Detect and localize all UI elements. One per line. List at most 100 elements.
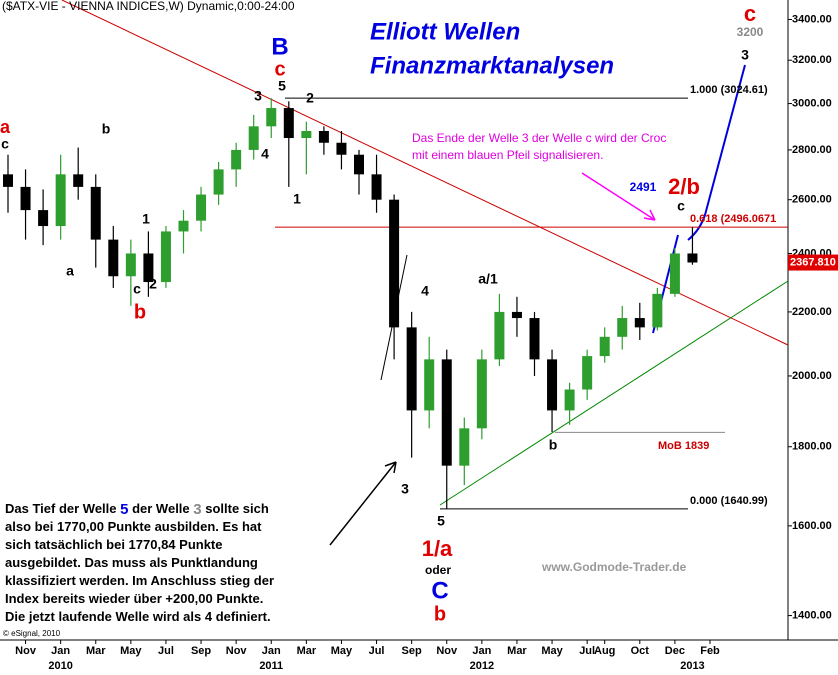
wave-label: c	[744, 1, 756, 26]
candle-body	[371, 174, 382, 200]
wave-label: B	[271, 33, 288, 60]
x-tick-label: Jul	[369, 645, 385, 657]
y-tick-label: 2200.00	[792, 306, 832, 318]
candle-body	[652, 293, 663, 328]
candle-body	[38, 210, 49, 227]
x-tick-label: Sep	[402, 645, 422, 657]
level-label: 1.000 (3024.61)	[690, 84, 768, 96]
note-text: 3	[193, 501, 201, 518]
candle-body	[354, 154, 364, 175]
candle-body	[143, 253, 154, 283]
x-tick-label: May	[331, 645, 353, 657]
wave-label: 4	[421, 283, 429, 299]
x-tick-label: Dec	[665, 645, 685, 657]
candle-body	[213, 169, 224, 195]
candle-body	[669, 253, 680, 294]
arrow-head	[643, 209, 656, 221]
chart-title: ($ATX-VIE - VIENNA INDICES,W) Dynamic,0:…	[2, 0, 295, 13]
wave-label: 3	[741, 47, 749, 63]
wave-label: 2	[306, 90, 314, 106]
candle-body	[108, 239, 119, 277]
candle-body	[582, 356, 593, 390]
note-line: also bei 1770,00 Punkte ausbilden. Es ha…	[5, 519, 262, 534]
x-tick-label: Oct	[631, 645, 650, 657]
candle-body	[55, 174, 66, 227]
x-tick-label: Nov	[15, 645, 37, 657]
x-tick-label: Jul	[158, 645, 174, 657]
copyright: © eSignal, 2010	[3, 629, 61, 638]
x-year-label: 2013	[680, 660, 704, 672]
x-tick-label: Mar	[86, 645, 106, 657]
trend-line	[61, 0, 789, 346]
note-line: klassifiziert werden. Im Anschluss stieg…	[5, 573, 274, 588]
candle-body	[494, 311, 505, 360]
wave-label: b	[134, 301, 146, 323]
note-text: Das Tief der Welle	[5, 501, 120, 516]
x-tick-label: Aug	[594, 645, 615, 657]
note-text: Die jetzt laufende Welle wird als 4 defi…	[5, 609, 271, 624]
candle-body	[283, 108, 294, 139]
heading: Finanzmarktanalysen	[370, 52, 614, 79]
x-tick-label: Mar	[297, 645, 317, 657]
arrow	[581, 172, 656, 221]
note-line: Index bereits wieder über +200,00 Punkte…	[5, 591, 263, 606]
wave-label: 3	[401, 481, 409, 497]
wave-label: b	[434, 603, 446, 625]
y-tick-label: 1400.00	[792, 609, 832, 621]
candle-body	[125, 253, 136, 277]
note-text: sollte sich	[202, 501, 269, 516]
level-label: 0.000 (1640.99)	[690, 495, 768, 507]
y-tick-label: 1800.00	[792, 441, 832, 453]
candle-body	[599, 336, 610, 357]
candle-body	[3, 174, 13, 187]
wave-label: b	[549, 437, 558, 453]
watermark: www.Godmode-Trader.de	[541, 560, 687, 574]
note-line: Die jetzt laufende Welle wird als 4 defi…	[5, 609, 271, 624]
callout: Das Ende der Welle 3 der Welle c wird de…	[412, 131, 666, 145]
candle-body	[248, 126, 259, 150]
candle-body	[318, 130, 329, 143]
note-line: Das Tief der Welle 5 der Welle 3 sollte …	[5, 501, 269, 518]
candle-body	[301, 130, 312, 139]
note-text: sich tatsächlich bei 1770,84 Punkte	[5, 537, 223, 552]
y-tick-label: 2600.00	[792, 194, 832, 206]
wave-label: 1	[142, 211, 150, 227]
y-tick-label: 1600.00	[792, 520, 832, 532]
y-tick-label: 3200.00	[792, 54, 832, 66]
x-year-label: 2012	[470, 660, 494, 672]
wave-label: 2491	[630, 180, 657, 194]
candle-body	[424, 359, 435, 411]
wave-label: 2/b	[668, 174, 700, 199]
candle-body	[160, 231, 171, 283]
x-tick-label: Sep	[191, 645, 211, 657]
wave-label: 5	[278, 78, 286, 94]
wave-label: 1/a	[422, 536, 453, 561]
candle-body	[336, 142, 347, 155]
wave-label: 1	[293, 191, 301, 207]
candle-body	[687, 253, 698, 263]
x-tick-label: Mar	[507, 645, 527, 657]
note-line: sich tatsächlich bei 1770,84 Punkte	[5, 537, 223, 552]
candle-body	[441, 359, 452, 466]
trend-line	[439, 280, 789, 506]
wave-label: 3200	[737, 25, 764, 39]
callout: mit einem blauen Pfeil signalisieren.	[412, 148, 603, 162]
candle-body	[73, 174, 84, 187]
x-year-label: 2010	[48, 660, 72, 672]
x-tick-label: Jan	[51, 645, 70, 657]
candle-body	[266, 108, 277, 127]
x-tick-label: May	[541, 645, 563, 657]
candle-body	[231, 149, 242, 170]
candle-body	[617, 318, 628, 337]
wave-label: c	[1, 136, 9, 152]
candle-body	[476, 359, 487, 429]
level-label: MoB 1839	[658, 440, 709, 452]
note-text: ausgebildet. Das muss als Punktlandung	[5, 555, 258, 570]
note-line: ausgebildet. Das muss als Punktlandung	[5, 555, 258, 570]
wave-label: 2	[149, 276, 157, 292]
wave-label: oder	[425, 563, 451, 577]
arrow-head	[384, 461, 397, 474]
candle-body	[529, 318, 540, 360]
x-tick-label: Jul	[579, 645, 595, 657]
y-tick-label: 2000.00	[792, 370, 832, 382]
